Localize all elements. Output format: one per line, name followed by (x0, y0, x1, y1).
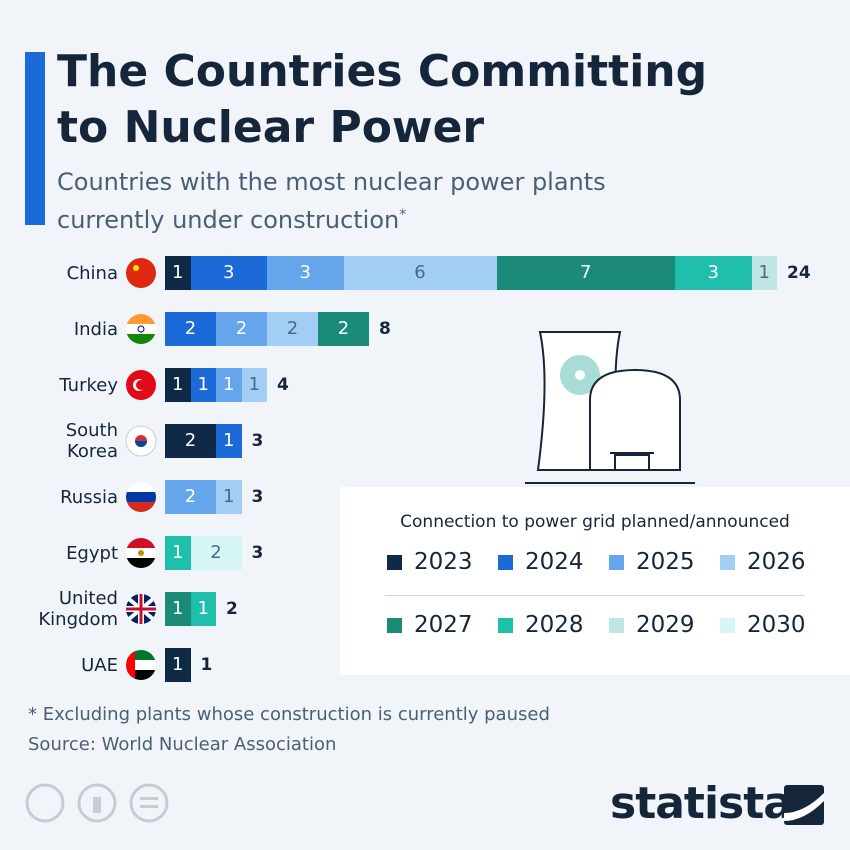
category-label: United Kingdom (38, 588, 118, 630)
category-label: Egypt (66, 542, 118, 564)
segment-label: 7 (580, 262, 592, 283)
category-label: South Korea (65, 420, 118, 462)
segment-label: 2 (210, 542, 222, 563)
segment-label: 1 (197, 598, 209, 619)
license-icons (25, 783, 169, 823)
subtitle-mark: * (399, 207, 407, 223)
segment-label: 3 (707, 262, 719, 283)
bar-segment (675, 256, 752, 290)
bar-segment (216, 312, 267, 346)
bar-segment (190, 256, 267, 290)
bar-segment (216, 368, 242, 402)
segment-label: 1 (223, 430, 235, 451)
legend-label: 2024 (525, 549, 584, 575)
segment-label: 1 (223, 374, 235, 395)
category-label: Turkey (59, 374, 118, 396)
bar-segment (241, 368, 267, 402)
segment-label: 2 (337, 318, 350, 339)
segment-label: 2 (184, 318, 197, 339)
footnote: * Excluding plants whose construction is… (28, 704, 550, 725)
segment-label: 1 (172, 374, 184, 395)
brand: statista (610, 778, 793, 829)
bar-segment (751, 256, 777, 290)
bar-segment (165, 536, 191, 570)
legend-label: 2027 (414, 612, 473, 638)
subtitle: Countries with the most nuclear power pl… (57, 166, 697, 237)
category-label: China (66, 262, 118, 284)
accent-bar (25, 52, 45, 225)
chart-title: The Countries Committing to Nuclear Powe… (57, 46, 708, 153)
bar-segment (190, 536, 242, 570)
bar-segment (165, 312, 216, 346)
legend-swatch (720, 618, 735, 633)
segment-label: 2 (184, 430, 197, 451)
bar-segment (267, 256, 344, 290)
bar-segment (267, 312, 318, 346)
legend-label: 2025 (636, 549, 695, 575)
segment-label: 1 (172, 262, 184, 283)
total-label: 3 (251, 487, 264, 507)
bar-segment (165, 480, 216, 514)
segment-label: 1 (223, 486, 235, 507)
segment-label: 3 (299, 262, 311, 283)
bar-segment (190, 368, 216, 402)
bar-segment (216, 480, 242, 514)
bar-segment (165, 368, 191, 402)
legend-label: 2029 (636, 612, 695, 638)
segment-label: 1 (758, 262, 770, 283)
total-label: 1 (200, 655, 213, 675)
bar-segment (165, 592, 191, 626)
total-label: 3 (251, 431, 264, 451)
segment-label: 1 (197, 374, 209, 395)
bar-segment (343, 256, 497, 290)
bar-segment (165, 256, 191, 290)
legend-label: 2026 (747, 549, 806, 575)
category-label: UAE (81, 654, 118, 676)
segment-label: 1 (172, 654, 184, 675)
total-label: 4 (277, 375, 289, 395)
plant-illustration (525, 331, 695, 484)
bar-segment (318, 312, 369, 346)
source: Source: World Nuclear Association (28, 734, 337, 755)
bar-segment (165, 424, 216, 458)
category-label: Russia (60, 486, 118, 508)
legend-divider (385, 595, 805, 596)
legend-swatch (609, 618, 624, 633)
total-label: 8 (379, 319, 391, 339)
legend-swatch (609, 555, 624, 570)
category-label: India (73, 318, 118, 340)
total-label: 2 (226, 599, 238, 619)
total-label: 3 (251, 543, 264, 563)
segment-label: 1 (172, 598, 184, 619)
segment-label: 6 (414, 262, 426, 283)
segment-label: 1 (248, 374, 260, 395)
legend-label: 2023 (414, 549, 473, 575)
segment-label: 2 (235, 318, 248, 339)
segment-label: 1 (172, 542, 184, 563)
bar-segment (496, 256, 675, 290)
legend-title: Connection to power grid planned/announc… (400, 512, 790, 532)
legend-box: Connection to power grid planned/announc… (340, 487, 850, 675)
segment-label: 2 (286, 318, 299, 339)
legend-swatch (498, 618, 513, 633)
bar-segment (165, 648, 191, 682)
legend-swatch (498, 555, 513, 570)
bar-segment (190, 592, 216, 626)
legend-swatch (720, 555, 735, 570)
legend-label: 2030 (747, 612, 806, 638)
legend-swatch (387, 618, 402, 633)
legend-label: 2028 (525, 612, 584, 638)
legend-swatch (387, 555, 402, 570)
subtitle-text: Countries with the most nuclear power pl… (57, 168, 606, 234)
brand-logo (784, 785, 824, 825)
flags (125, 258, 157, 680)
segment-label: 3 (223, 262, 235, 283)
bar-segment (216, 424, 242, 458)
total-label: 24 (787, 263, 811, 283)
segment-label: 2 (184, 486, 197, 507)
